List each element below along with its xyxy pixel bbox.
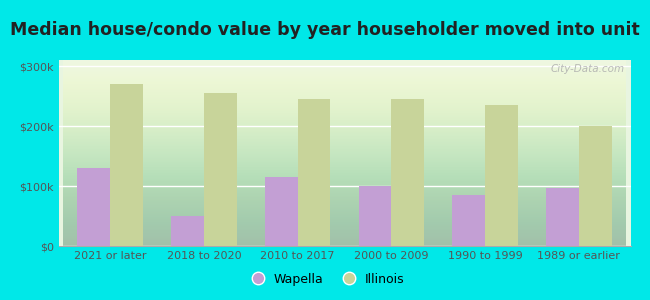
Bar [265, 177, 298, 246]
Bar [546, 188, 579, 246]
Bar [359, 186, 391, 246]
Bar [391, 99, 424, 246]
Text: City-Data.com: City-Data.com [551, 64, 625, 74]
Bar [110, 84, 143, 246]
Bar [452, 195, 485, 246]
Legend: Wapella, Illinois: Wapella, Illinois [240, 268, 410, 291]
Bar [579, 126, 612, 246]
Text: Median house/condo value by year householder moved into unit: Median house/condo value by year househo… [10, 21, 640, 39]
Bar [204, 93, 237, 246]
Bar [298, 99, 330, 246]
Bar [77, 168, 110, 246]
Bar [485, 105, 518, 246]
Bar [171, 216, 204, 246]
